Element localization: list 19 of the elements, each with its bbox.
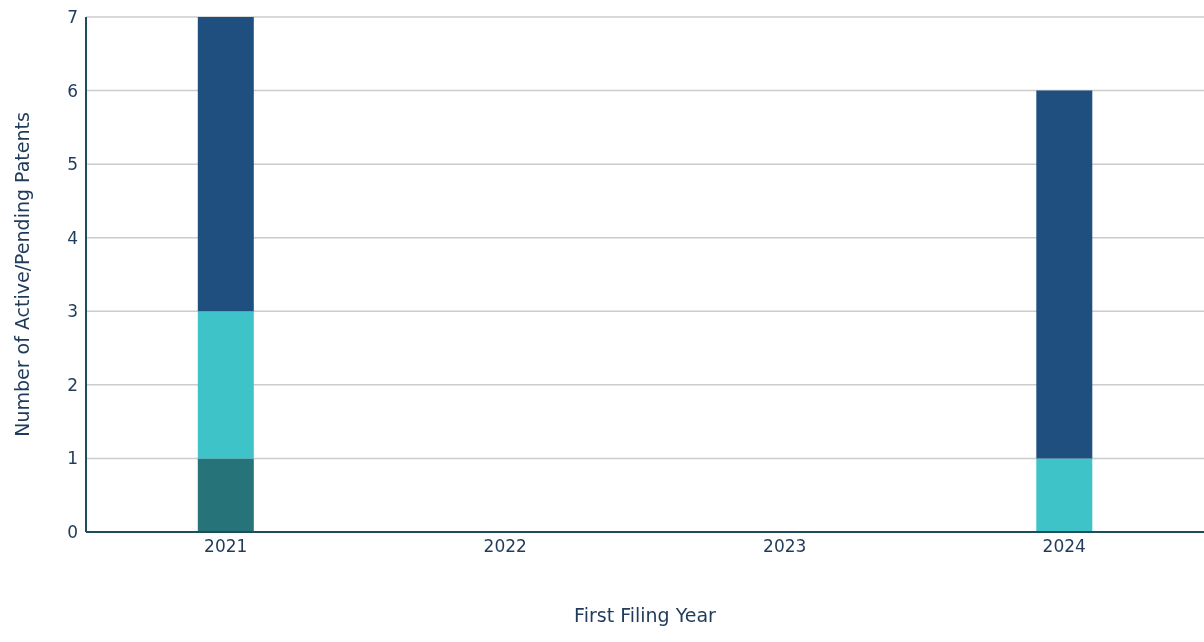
x-tick-label: 2023 — [763, 536, 807, 557]
bar — [197, 458, 254, 532]
bar — [197, 17, 254, 312]
y-axis-title: Number of Active/Pending Patents — [10, 112, 33, 437]
bar — [197, 311, 254, 459]
x-axis-title: First Filing Year — [574, 604, 717, 626]
y-tick-label: 7 — [67, 7, 78, 28]
bar — [1036, 90, 1093, 459]
x-tick-label: 2024 — [1042, 536, 1086, 557]
y-tick-label: 4 — [67, 227, 78, 248]
y-tick-label: 3 — [67, 301, 78, 322]
y-tick-label: 5 — [67, 154, 78, 175]
x-tick-label: 2022 — [483, 536, 527, 557]
y-tick-label: 6 — [67, 80, 78, 101]
x-tick-label: 2021 — [204, 536, 248, 557]
bar — [1036, 458, 1093, 532]
y-tick-label: 1 — [67, 448, 78, 469]
y-tick-label: 0 — [67, 522, 78, 543]
y-tick-label: 2 — [67, 374, 78, 395]
